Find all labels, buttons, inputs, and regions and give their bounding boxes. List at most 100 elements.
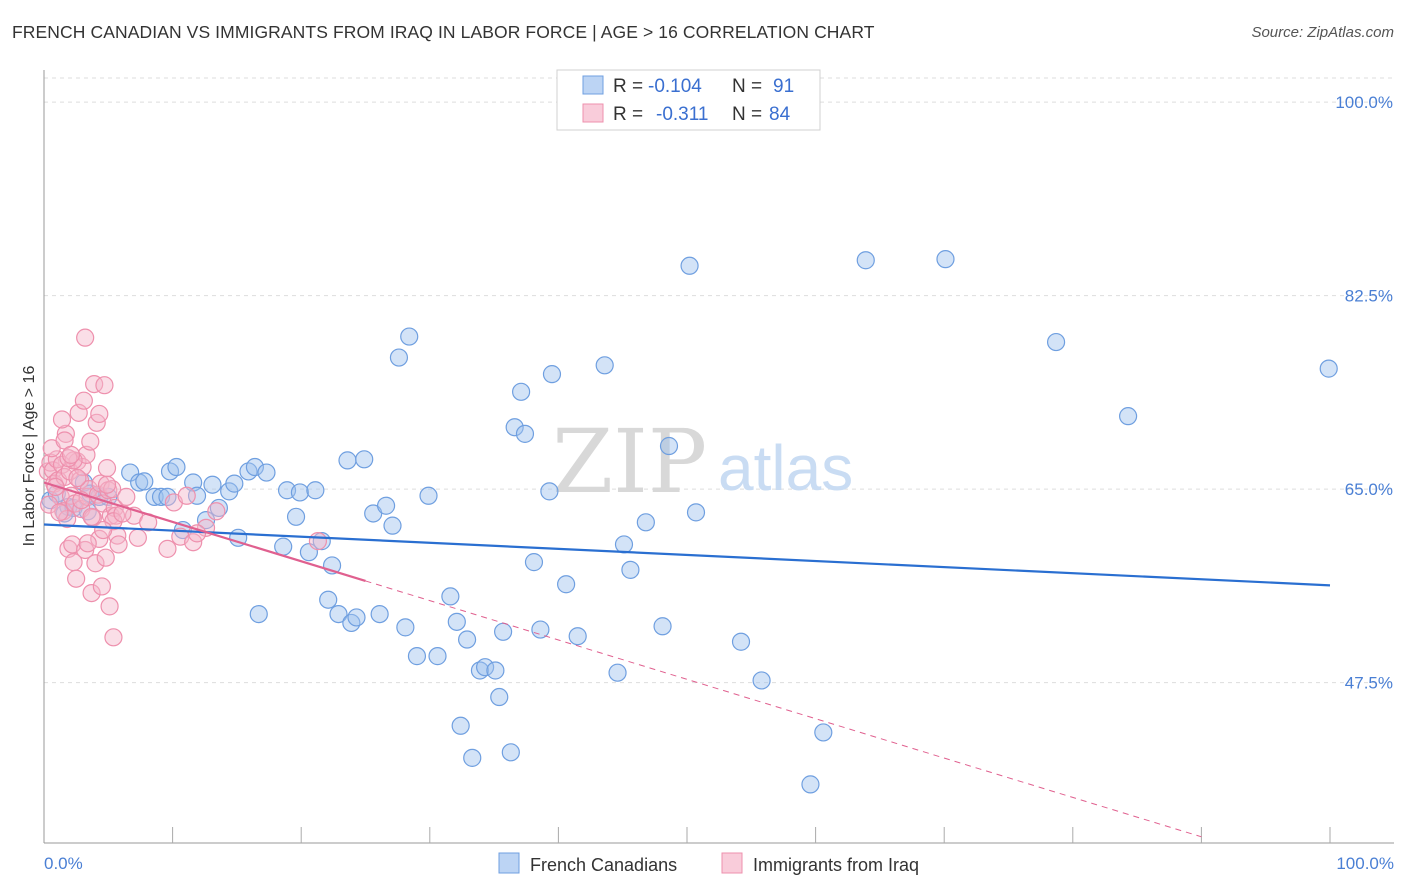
data-point xyxy=(94,520,113,540)
data-point xyxy=(441,587,460,606)
data-point xyxy=(490,687,509,707)
data-point xyxy=(355,450,374,469)
legend-n-value-1: 91 xyxy=(773,76,794,97)
data-point xyxy=(531,620,550,639)
data-point xyxy=(636,513,655,532)
data-point xyxy=(249,604,268,624)
data-point xyxy=(524,553,544,572)
legend-swatch-pink xyxy=(582,103,604,123)
data-point xyxy=(128,528,147,547)
series-legend-label-iraq: Immigrants from Iraq xyxy=(753,855,919,875)
data-point xyxy=(347,608,366,627)
data-point xyxy=(370,604,389,624)
data-point xyxy=(145,487,164,506)
data-point xyxy=(67,569,86,588)
legend-r-value-1: -0.104 xyxy=(648,76,702,97)
data-point xyxy=(207,502,226,521)
legend-swatch-blue xyxy=(582,75,604,95)
data-point xyxy=(209,498,228,518)
data-point xyxy=(55,467,74,487)
data-point xyxy=(74,391,93,410)
data-point xyxy=(595,356,614,375)
data-point xyxy=(383,516,402,535)
data-point xyxy=(568,627,587,646)
data-point xyxy=(100,597,119,616)
data-point xyxy=(342,613,361,633)
data-point xyxy=(90,529,109,549)
data-point xyxy=(936,250,955,269)
x-tick-label-max: 100.0% xyxy=(1336,854,1394,873)
legend-n-label-2: N = xyxy=(732,104,762,125)
data-point xyxy=(308,532,328,551)
data-point xyxy=(752,671,771,690)
data-point xyxy=(95,376,114,395)
data-point xyxy=(82,507,101,526)
data-point xyxy=(319,590,338,609)
watermark-atlas: atlas xyxy=(718,432,853,504)
data-point xyxy=(76,328,95,347)
data-point xyxy=(59,449,78,468)
y-tick-labels: 100.0% 82.5% 65.0% 47.5% xyxy=(1335,93,1393,693)
series-legend-swatch-french-canadians xyxy=(498,852,520,874)
y-tick-label-3: 47.5% xyxy=(1345,674,1393,693)
trend-line-french-canadians xyxy=(43,523,1331,587)
data-point xyxy=(515,424,535,443)
data-point xyxy=(257,463,276,482)
data-point xyxy=(463,748,482,767)
legend-n-value-2: 84 xyxy=(769,104,791,125)
data-point xyxy=(167,457,186,477)
data-point xyxy=(731,632,751,651)
series-legend-swatch-iraq xyxy=(721,852,743,874)
data-point xyxy=(447,612,466,631)
series-french-canadians-points xyxy=(41,250,1338,794)
grid-lines xyxy=(44,77,1394,684)
data-point xyxy=(428,647,447,666)
data-point xyxy=(245,457,265,477)
chart-title: FRENCH CANADIAN VS IMMIGRANTS FROM IRAQ … xyxy=(12,22,875,42)
series-iraq-points xyxy=(38,328,328,647)
trend-line-iraq-dashed xyxy=(365,580,1202,838)
trend-line-iraq-solid xyxy=(43,481,366,582)
y-tick-label-0: 100.0% xyxy=(1335,93,1393,112)
x-tick-marks xyxy=(172,827,1331,843)
data-point xyxy=(274,537,293,556)
x-tick-label-min: 0.0% xyxy=(44,854,83,873)
data-point xyxy=(97,459,117,478)
data-point xyxy=(542,365,562,384)
data-point xyxy=(1118,407,1138,426)
data-point xyxy=(557,575,576,594)
data-point xyxy=(494,622,513,641)
data-point xyxy=(52,410,72,429)
data-point xyxy=(61,445,81,464)
data-point xyxy=(814,723,833,742)
data-point xyxy=(686,503,706,522)
series-legend-label-french-canadians: French Canadians xyxy=(530,855,677,875)
data-point xyxy=(486,661,505,680)
data-point xyxy=(470,661,490,680)
stats-legend: R = -0.104 N = 91 R = -0.311 N = 84 xyxy=(556,69,821,131)
y-axis-title: In Labor Force | Age > 16 xyxy=(21,366,38,547)
data-point xyxy=(1319,359,1338,378)
data-point xyxy=(329,604,348,624)
data-point xyxy=(540,482,559,501)
data-point xyxy=(614,535,634,554)
trend-lines xyxy=(43,481,1331,838)
data-point xyxy=(121,463,140,482)
data-point xyxy=(653,617,672,636)
data-point xyxy=(621,560,640,579)
data-point xyxy=(203,475,222,494)
legend-r-label-1: R = xyxy=(613,76,643,97)
data-point xyxy=(451,716,470,735)
data-point xyxy=(92,577,111,596)
data-point xyxy=(68,468,87,488)
data-point xyxy=(96,548,115,567)
data-point xyxy=(104,628,123,647)
data-point xyxy=(113,504,132,523)
data-point xyxy=(290,483,310,502)
data-point xyxy=(505,418,524,437)
data-point xyxy=(457,630,477,649)
data-point xyxy=(81,432,100,451)
data-point xyxy=(286,507,306,526)
series-legend: French Canadians Immigrants from Iraq xyxy=(498,852,919,875)
